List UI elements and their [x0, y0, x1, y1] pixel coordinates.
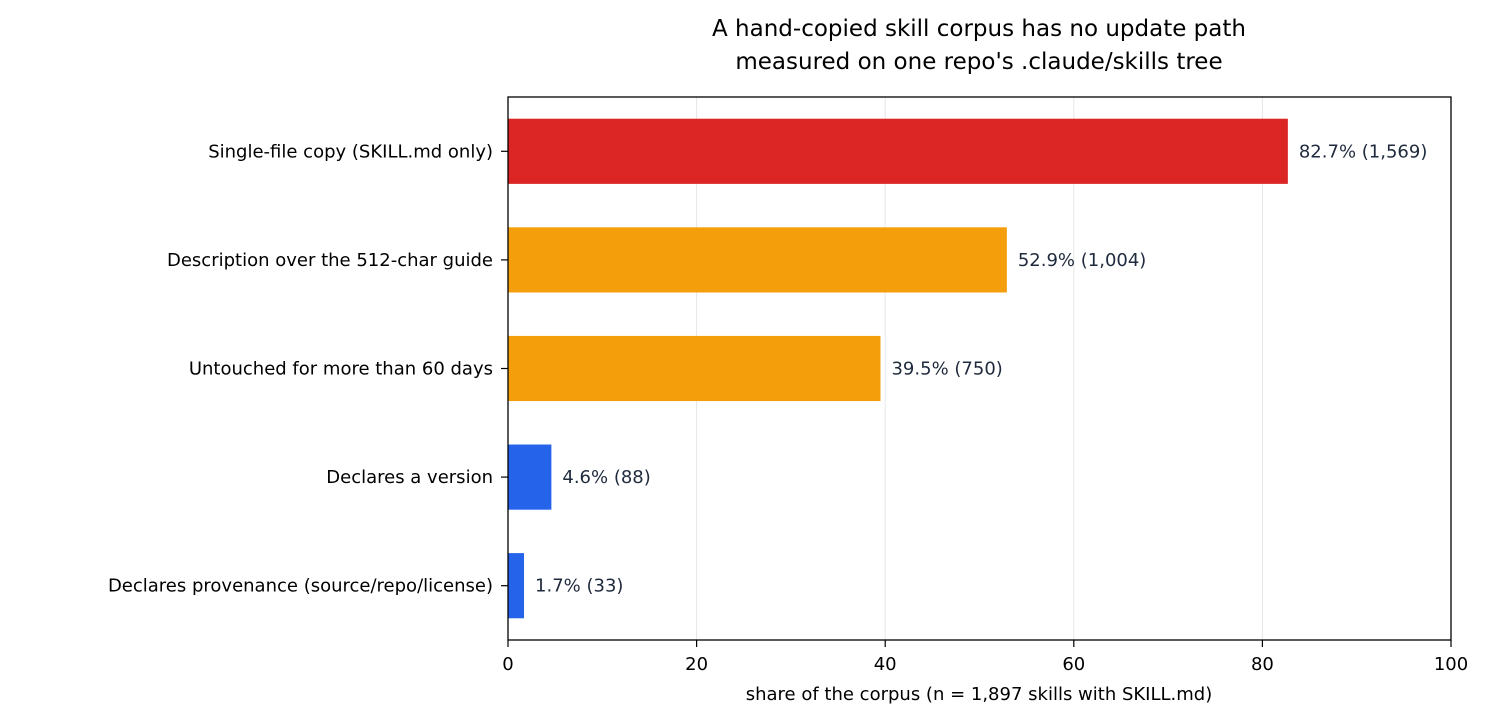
data-label: 4.6% (88)	[562, 467, 650, 488]
x-tick-label: 0	[502, 654, 513, 675]
x-tick-label: 80	[1251, 654, 1274, 675]
bar	[508, 553, 525, 619]
chart-subtitle: measured on one repo's .claude/skills tr…	[735, 49, 1222, 75]
x-tick-label: 40	[874, 654, 897, 675]
chart-title: A hand-copied skill corpus has no update…	[712, 16, 1246, 42]
y-category-label: Declares a version	[326, 467, 493, 488]
y-category-label: Description over the 512-char guide	[167, 250, 493, 271]
x-tick-label: 20	[685, 654, 708, 675]
bar	[508, 444, 552, 510]
y-category-label: Single-file copy (SKILL.md only)	[208, 141, 493, 162]
bar	[508, 227, 1007, 293]
x-tick-label: 100	[1434, 654, 1468, 675]
data-label: 82.7% (1,569)	[1299, 141, 1427, 162]
bar	[508, 118, 1288, 184]
y-category-label: Declares provenance (source/repo/license…	[108, 576, 493, 597]
x-axis: 0 20 40 60 80 100	[502, 640, 1468, 675]
x-axis-label: share of the corpus (n = 1,897 skills wi…	[746, 684, 1213, 705]
data-labels: 82.7% (1,569) 52.9% (1,004) 39.5% (750) 4.6…	[535, 141, 1427, 596]
data-label: 1.7% (33)	[535, 576, 623, 597]
data-label: 52.9% (1,004)	[1018, 250, 1146, 271]
data-label: 39.5% (750)	[891, 359, 1002, 380]
bar	[508, 335, 881, 402]
x-tick-label: 60	[1062, 654, 1085, 675]
y-axis: Single-file copy (SKILL.md only) Descript…	[108, 141, 508, 597]
bars	[508, 118, 1288, 619]
y-category-label: Untouched for more than 60 days	[189, 359, 493, 380]
